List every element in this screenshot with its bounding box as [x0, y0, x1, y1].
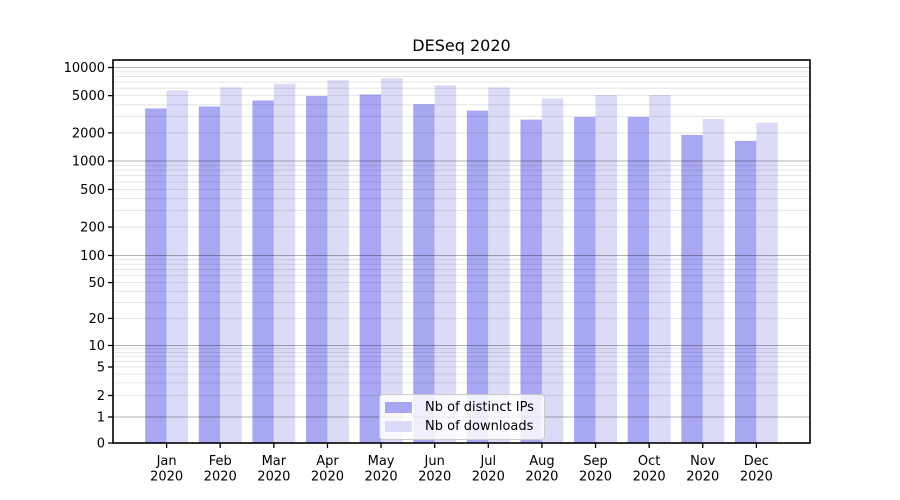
y-tick-label: 10: [88, 339, 105, 354]
y-tick-label: 10000: [64, 61, 105, 76]
chart-title: DESeq 2020: [412, 36, 511, 55]
legend-item-distinct-ips: Nb of distinct IPs: [385, 400, 534, 415]
bar-dec-downloads: [756, 122, 778, 444]
bar-sep-downloads: [595, 95, 617, 443]
plot-frame: [112, 59, 811, 444]
bar-may-downloads: [381, 78, 403, 443]
bar-mar-downloads: [273, 83, 296, 443]
y-tick-label: 200: [80, 221, 105, 236]
x-tick-label-sep: Sep 2020: [579, 454, 612, 485]
y-tick-label: 1000: [72, 155, 105, 170]
legend: Nb of distinct IPs Nb of downloads: [379, 394, 545, 440]
bar-jun-distinct-ips: [413, 104, 435, 443]
bar-jan-distinct-ips: [145, 108, 167, 444]
y-tick-label: 5: [97, 361, 105, 376]
legend-item-downloads: Nb of downloads: [385, 419, 534, 434]
y-tick-label: 2000: [72, 126, 105, 141]
bar-may-distinct-ips: [359, 94, 382, 443]
y-tick-label: 500: [80, 183, 105, 198]
x-tick-label-mar: Mar 2020: [257, 454, 290, 485]
legend-swatch-downloads: [385, 421, 412, 432]
x-tick-label-dec: Dec 2020: [740, 454, 773, 485]
x-tick-label-may: May 2020: [365, 454, 398, 485]
bar-aug-distinct-ips: [520, 119, 542, 443]
y-tick-label: 1: [97, 411, 105, 426]
grid-layer: [113, 67, 810, 418]
y-tick-label: 0: [97, 437, 105, 452]
bar-apr-downloads: [327, 80, 349, 443]
bar-sep-distinct-ips: [574, 116, 596, 444]
bar-jan-downloads: [166, 90, 189, 444]
bar-apr-distinct-ips: [306, 96, 328, 444]
bars-layer: [145, 78, 778, 444]
legend-label-distinct-ips: Nb of distinct IPs: [425, 400, 534, 415]
bar-oct-downloads: [649, 95, 671, 443]
x-tick-label-aug: Aug 2020: [525, 454, 558, 485]
bar-feb-distinct-ips: [198, 106, 221, 443]
bar-nov-downloads: [702, 118, 725, 444]
y-tick-label: 2: [97, 389, 105, 404]
bar-dec-distinct-ips: [734, 140, 757, 443]
bar-feb-downloads: [220, 87, 242, 444]
y-tick-label: 20: [88, 312, 105, 327]
x-tick-label-apr: Apr 2020: [311, 454, 344, 485]
bar-jul-downloads: [488, 87, 510, 444]
legend-swatch-distinct-ips: [385, 402, 412, 413]
x-tick-label-oct: Oct 2020: [633, 454, 666, 485]
y-tick-label: 50: [88, 276, 105, 291]
bar-jun-downloads: [434, 85, 457, 443]
legend-label-downloads: Nb of downloads: [425, 419, 534, 434]
x-tick-label-nov: Nov 2020: [686, 454, 719, 485]
y-tick-label: 5000: [72, 89, 105, 104]
axes-layer: 0 1 2 5 10 20 50 100 200 500 1000 2000 5000 10000 Jan 2…: [64, 59, 811, 485]
bar-mar-distinct-ips: [252, 100, 274, 443]
x-tick-label-jan: Jan 2020: [150, 454, 183, 485]
bar-oct-distinct-ips: [627, 116, 650, 444]
x-tick-label-jun: Jun 2020: [418, 454, 451, 485]
bar-jul-distinct-ips: [466, 110, 489, 443]
x-tick-label-jul: Jul 2020: [472, 454, 505, 485]
y-tick-label: 100: [80, 249, 105, 264]
bar-aug-downloads: [541, 98, 564, 444]
x-tick-label-feb: Feb 2020: [204, 454, 237, 485]
bar-nov-distinct-ips: [681, 134, 703, 443]
